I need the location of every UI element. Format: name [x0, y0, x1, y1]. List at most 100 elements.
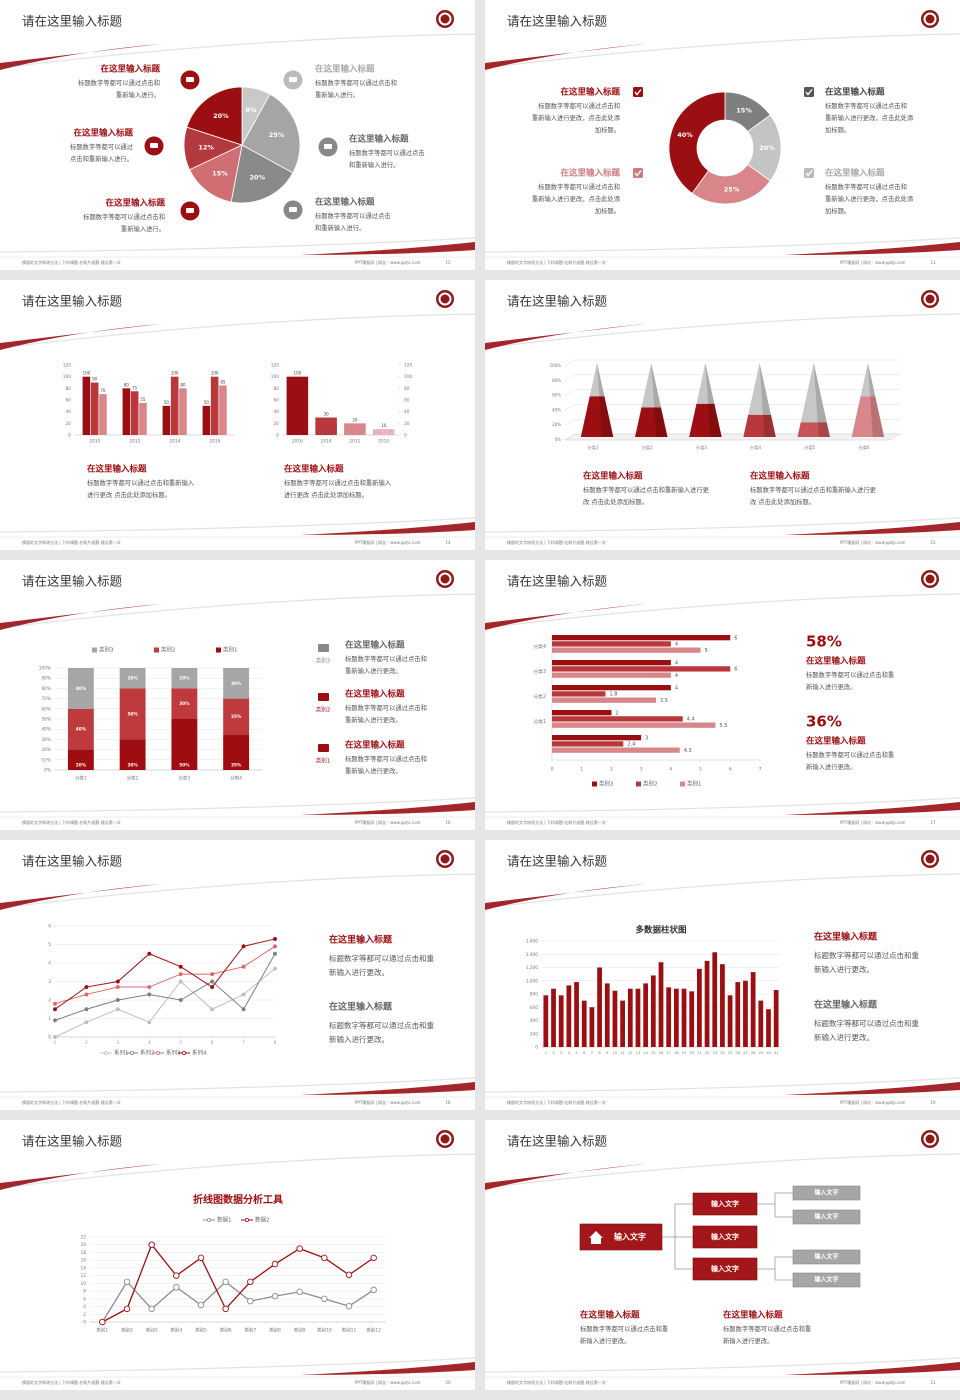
y-tick-label: 400	[530, 1018, 538, 1024]
bottom-swoosh	[785, 242, 960, 255]
x-tick-label: 28	[751, 1051, 756, 1055]
x-tick-label: 分类3	[696, 444, 707, 451]
bar	[99, 394, 107, 435]
footer-right: PPT模板网 | 网址：www.pptjs.com	[840, 1379, 906, 1385]
point	[273, 966, 277, 971]
value-label: 40%	[76, 686, 87, 692]
bar	[689, 991, 695, 1047]
bar	[773, 990, 779, 1047]
x-tick-label: 3	[560, 1051, 562, 1055]
block-heading: 在这里输入标题	[806, 736, 866, 747]
legend-label: 系列1	[114, 1049, 129, 1057]
point	[241, 944, 246, 949]
y-tick-label: 40	[66, 409, 72, 415]
bar	[162, 405, 171, 435]
block-text: 和重新输入进行。	[349, 160, 399, 169]
x-tick-label: 类别7	[244, 1327, 256, 1334]
value-label: 6	[734, 667, 737, 673]
slice-label: 15%	[212, 169, 228, 177]
y2-tick-label: 20	[404, 421, 410, 427]
y-tick-label: 1	[48, 1016, 51, 1022]
block-heading: 在这里输入标题	[723, 1310, 783, 1321]
x-tick-label: 2014	[170, 439, 181, 445]
grid-line	[564, 359, 900, 367]
bottom-swoosh	[785, 1082, 960, 1095]
slice-label: 25%	[269, 131, 285, 139]
point	[147, 992, 152, 997]
cone-shade	[867, 363, 885, 437]
point	[247, 1278, 254, 1286]
value-label: 30%	[127, 763, 138, 769]
icon-glyph	[289, 77, 297, 82]
y-tick-label: 80%	[41, 686, 51, 692]
cone-upper	[748, 363, 771, 415]
x-tick-label: 2010	[378, 439, 389, 445]
cone-upper	[696, 363, 715, 404]
y-tick-label: 分类2	[533, 693, 546, 700]
x-tick-label: 27	[743, 1051, 748, 1055]
cone-lower	[689, 403, 722, 437]
point	[247, 1297, 254, 1305]
bar	[643, 983, 649, 1047]
point	[210, 979, 215, 984]
point	[84, 985, 89, 990]
bar	[139, 402, 147, 435]
node-label: 输入文字	[814, 1213, 838, 1221]
series-line	[102, 1243, 375, 1323]
point	[197, 1301, 205, 1309]
point	[296, 1245, 303, 1252]
block-text: 进行更改 点击此处添加标题。	[87, 490, 171, 499]
block-heading: 在这里输入标题	[349, 134, 409, 145]
value-label: 5.5	[719, 723, 727, 729]
y-tick-label: 8	[83, 1289, 86, 1295]
bar	[766, 1009, 771, 1047]
legend-swatch	[636, 781, 641, 787]
slide-title: 请在这里输入标题	[22, 14, 123, 29]
footer-left: 模版的文字修改方法 | 下科课题-右联片阅题-建议第一次	[507, 539, 606, 545]
bottom-curve	[0, 797, 476, 813]
x-tick-label: 7	[759, 767, 762, 773]
y2-tick-label: 0	[404, 433, 407, 439]
y-tick-label: 50%	[41, 717, 51, 723]
grid-line	[564, 374, 900, 382]
y-tick-label: 100%	[550, 363, 562, 368]
bottom-curve	[484, 1357, 960, 1373]
bar	[552, 666, 731, 672]
x-tick-label: 2	[610, 767, 613, 773]
x-tick-label: 18	[674, 1051, 679, 1055]
x-tick-label: 9	[606, 1051, 609, 1055]
logo-core	[440, 294, 450, 304]
value-label: 6	[734, 635, 737, 641]
y-tick-label: 800	[530, 992, 538, 998]
slice-label: 15%	[736, 107, 752, 115]
node-box	[692, 1257, 758, 1281]
x-tick-label: 2016	[210, 439, 221, 445]
series-line	[54, 945, 276, 1005]
legend-label: 类别3	[599, 780, 614, 788]
block-text: 标题数字等都可以通过点击和	[345, 654, 427, 663]
bar	[697, 968, 702, 1047]
value-label: 100	[211, 371, 219, 376]
block-heading: 在这里输入标题	[560, 87, 620, 98]
bar	[758, 1000, 764, 1047]
stat-value: 58%	[806, 633, 842, 651]
logo-core	[440, 1134, 450, 1144]
block-text: 改 点击此处添加标题。	[583, 497, 648, 506]
point	[273, 944, 277, 949]
value-label: 10	[381, 423, 387, 428]
block-heading: 在这里输入标题	[560, 168, 620, 179]
node-label: 输入文字	[614, 1232, 646, 1242]
point	[296, 1288, 303, 1296]
value-label: 85	[220, 379, 226, 384]
legend-marker	[206, 1218, 211, 1223]
top-curve	[484, 873, 960, 909]
value-label: 35%	[231, 763, 242, 769]
footer-right: PPT模板网 | 网址：www.pptjs.com	[355, 1379, 421, 1385]
check-mark	[634, 170, 642, 177]
cone-lower	[851, 396, 885, 437]
bar	[543, 995, 549, 1047]
y-tick-label: 0	[535, 1045, 538, 1051]
